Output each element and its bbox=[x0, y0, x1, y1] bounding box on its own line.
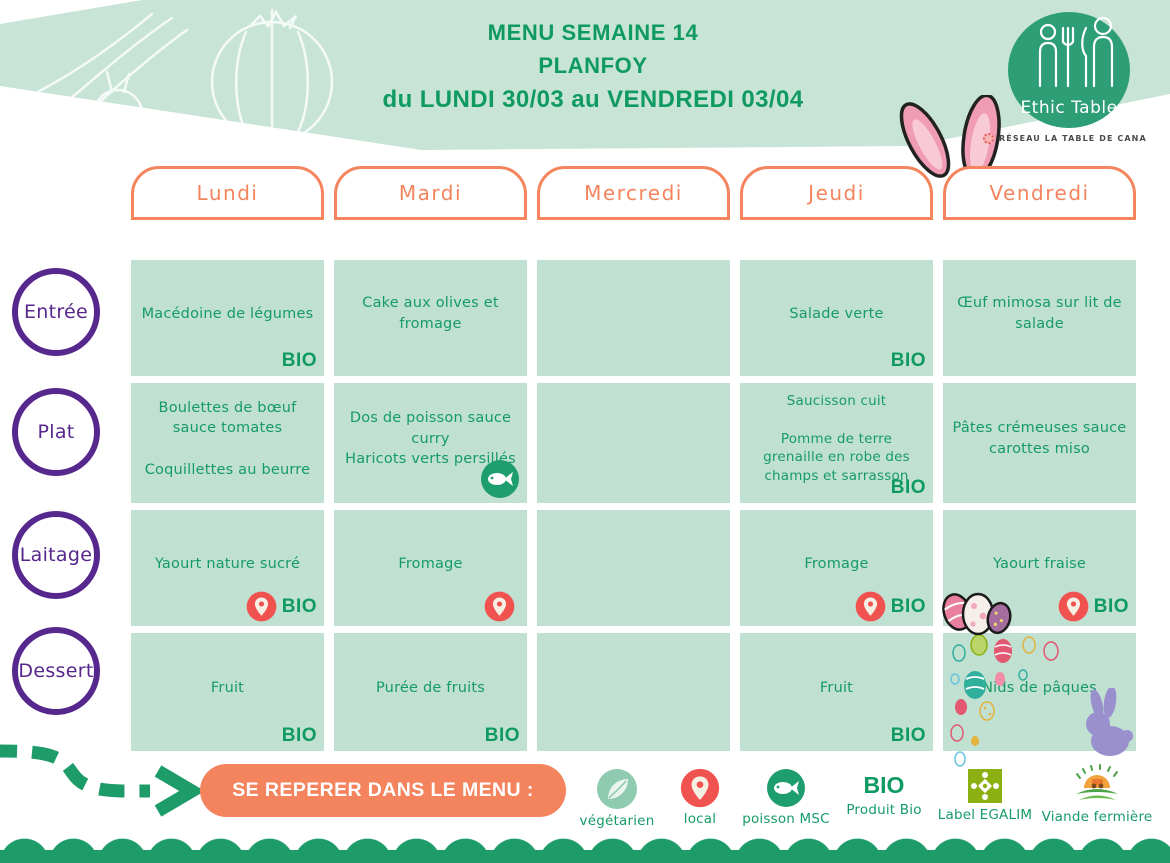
legend-label: Produit Bio bbox=[846, 802, 922, 818]
bio-badge: BIO bbox=[1093, 595, 1129, 617]
bio-badge: BIO bbox=[890, 725, 926, 746]
fish-icon bbox=[721, 768, 851, 808]
menu-item-text: Boulettes de bœuf sauce tomates Coquille… bbox=[144, 399, 311, 478]
day-header-lundi: Lundi bbox=[131, 166, 324, 220]
menu-cell-dessert-lundi: Fruit BIO bbox=[131, 633, 324, 751]
bio-badge: BIO bbox=[281, 350, 317, 371]
logo-name: Ethic Table bbox=[1020, 98, 1118, 118]
menu-cell-dessert-mercredi bbox=[537, 633, 730, 751]
menu-item-text: Salade verte bbox=[789, 305, 884, 322]
menu-cell-laitage-mardi: Fromage bbox=[334, 510, 527, 626]
people-fork-knife-icon bbox=[1038, 16, 1114, 88]
bio-badge: BIO bbox=[281, 725, 317, 746]
menu-cell-entree-mercredi bbox=[537, 260, 730, 376]
bio-badge: BIO bbox=[890, 350, 926, 371]
legend-item-label-egalim: Label EGALIM bbox=[920, 768, 1050, 823]
menu-cell-entree-vendredi: Œuf mimosa sur lit de salade bbox=[943, 260, 1136, 376]
menu-cell-laitage-mercredi bbox=[537, 510, 730, 626]
day-header-row: Lundi Mardi Mercredi Jeudi Vendredi bbox=[131, 166, 1136, 220]
day-header-mardi: Mardi bbox=[334, 166, 527, 220]
menu-cell-laitage-jeudi: Fromage BIO bbox=[740, 510, 933, 626]
bio-badge: BIO bbox=[281, 595, 317, 617]
bio-badge: BIO bbox=[484, 725, 520, 746]
local-icon bbox=[484, 591, 515, 622]
se-reperer-banner: SE REPERER DANS LE MENU : bbox=[200, 764, 566, 817]
menu-cell-plat-jeudi: Saucisson cuit Pomme de terre grenaille … bbox=[740, 383, 933, 503]
local-icon bbox=[1058, 591, 1089, 622]
menu-item-text: Fruit bbox=[210, 679, 245, 696]
menu-cell-plat-lundi: Boulettes de bœuf sauce tomates Coquille… bbox=[131, 383, 324, 503]
bunny-silhouette-decoration bbox=[1086, 688, 1133, 756]
menu-item-text: Purée de fruits bbox=[375, 679, 486, 696]
menu-cell-dessert-vendredi: Nids de pâques bbox=[943, 633, 1136, 767]
easter-eggs-scatter-decoration bbox=[950, 635, 1059, 767]
local-icon bbox=[246, 591, 277, 622]
easter-eggs-decoration bbox=[942, 592, 1012, 636]
menu-cell-entree-lundi: Macédoine de légumes BIO bbox=[131, 260, 324, 376]
menu-cell-laitage-lundi: Yaourt nature sucré BIO bbox=[131, 510, 324, 626]
legend-item-viande-fermiere: Viande fermière bbox=[1032, 764, 1162, 825]
menu-item-text: Cake aux olives et fromage bbox=[362, 295, 499, 332]
pin-icon bbox=[635, 768, 765, 808]
menu-item-text: Dos de poisson sauce curry Haricots vert… bbox=[345, 410, 516, 468]
poisson-msc-icon bbox=[481, 460, 519, 498]
legend-item-local: local bbox=[635, 768, 765, 827]
ethic-table-logo: Ethic Table bbox=[1008, 12, 1130, 128]
menu-item-text: Yaourt nature sucré bbox=[154, 555, 301, 572]
menu-cell-entree-mardi: Cake aux olives et fromage bbox=[334, 260, 527, 376]
menu-item-text: Œuf mimosa sur lit de salade bbox=[957, 295, 1122, 332]
menu-item-text: Yaourt fraise bbox=[992, 555, 1087, 572]
farm-logo bbox=[1032, 764, 1162, 806]
reseau-tagline: RÉSEAU LA TABLE DE CANA bbox=[983, 133, 1147, 144]
dashed-arrow-path bbox=[0, 744, 205, 817]
day-header-jeudi: Jeudi bbox=[740, 166, 933, 220]
menu-cell-plat-mardi: Dos de poisson sauce curry Haricots vert… bbox=[334, 383, 527, 503]
menu-cell-plat-mercredi bbox=[537, 383, 730, 503]
sun-icon bbox=[983, 133, 994, 144]
legend-label: Viande fermière bbox=[1041, 809, 1153, 825]
menu-item-text: Fromage bbox=[804, 555, 869, 572]
menu-cell-plat-vendredi: Pâtes crémeuses sauce carottes miso bbox=[943, 383, 1136, 503]
local-icon bbox=[855, 591, 886, 622]
menu-location-title: PLANFOY bbox=[538, 53, 648, 78]
bio-badge: BIO bbox=[890, 477, 926, 498]
legend-label: Label EGALIM bbox=[937, 807, 1033, 823]
bio-badge: BIO bbox=[890, 595, 926, 617]
legend-item-produit-bio: BIO Produit Bio bbox=[819, 772, 949, 818]
menu-title-block: MENU SEMAINE 14 PLANFOY du LUNDI 30/03 a… bbox=[293, 20, 893, 114]
category-laitage: Laitage bbox=[12, 511, 100, 599]
category-plat: Plat bbox=[12, 388, 100, 476]
footer-bar bbox=[0, 850, 1170, 863]
menu-item-text: Macédoine de légumes bbox=[141, 305, 314, 322]
reseau-label: RÉSEAU LA TABLE DE CANA bbox=[999, 134, 1147, 143]
menu-item-text: Saucisson cuit Pomme de terre grenaille … bbox=[763, 393, 910, 484]
menu-cell-laitage-vendredi: Yaourt fraise BIO bbox=[942, 510, 1136, 636]
menu-item-text: Fromage bbox=[398, 555, 463, 572]
menu-cell-dessert-mardi: Purée de fruits BIO bbox=[334, 633, 527, 751]
day-header-mercredi: Mercredi bbox=[537, 166, 730, 220]
menu-item-text: Fruit bbox=[819, 679, 854, 696]
day-header-vendredi: Vendredi bbox=[943, 166, 1136, 220]
category-entree: Entrée bbox=[12, 268, 100, 356]
menu-item-text: Nids de pâques bbox=[982, 679, 1097, 696]
leaf-icon bbox=[552, 768, 682, 810]
bio-text: BIO bbox=[863, 772, 905, 798]
bunny-ears-decoration bbox=[899, 95, 1001, 180]
egalim-logo bbox=[920, 768, 1050, 804]
menu-cell-dessert-jeudi: Fruit BIO bbox=[740, 633, 933, 751]
category-dessert: Dessert bbox=[12, 627, 100, 715]
menu-grid: Macédoine de légumes BIO Cake aux olives… bbox=[131, 260, 1136, 767]
menu-item-text: Pâtes crémeuses sauce carottes miso bbox=[952, 420, 1127, 457]
menu-cell-entree-jeudi: Salade verte BIO bbox=[740, 260, 933, 376]
menu-week-title: MENU SEMAINE 14 bbox=[487, 20, 699, 45]
menu-date-range: du LUNDI 30/03 au VENDREDI 03/04 bbox=[382, 86, 804, 113]
